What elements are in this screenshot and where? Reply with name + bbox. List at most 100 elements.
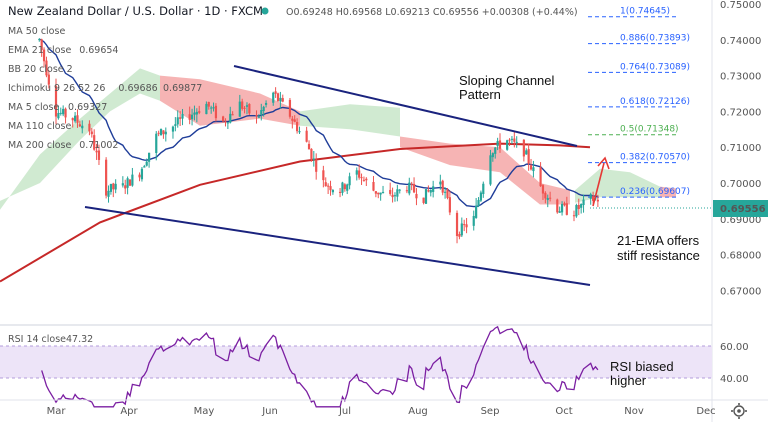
last-price-label: 0.69556 (720, 204, 766, 215)
candle-body (558, 211, 561, 213)
candle-body (393, 195, 397, 197)
price-tick-label: 0.68000 (720, 251, 761, 262)
candle-body (105, 159, 108, 196)
candle-body (556, 199, 559, 213)
candle-body (260, 110, 263, 115)
candle-body (164, 131, 167, 135)
rsi-pane: RSI 14 close 47.32 60.00 40.00 RSI biase… (0, 325, 749, 408)
rsi-tick-40: 40.00 (720, 374, 749, 385)
candle-body (95, 150, 98, 153)
candle-body (322, 170, 325, 181)
ohlc-readout: O0.69248 H0.69568 L0.69213 C0.69556 +0.0… (286, 7, 578, 18)
candle-body (365, 178, 368, 181)
time-axis[interactable]: Mar Apr May Jun Jul Aug Sep Oct Nov Dec (0, 399, 768, 417)
candle-body (460, 223, 463, 236)
price-tick-label: 0.71000 (720, 143, 761, 154)
candle-body (315, 159, 318, 172)
candle-body (577, 204, 580, 210)
rsi-line (41, 325, 599, 408)
candle-body (42, 49, 46, 62)
candle-body (288, 99, 292, 117)
candle-body (572, 215, 576, 217)
month-label: Aug (408, 406, 428, 417)
candle-body (59, 112, 62, 114)
candle-body (358, 170, 361, 178)
fib-label: 0.886(0.73893) (620, 34, 690, 44)
candle-body (264, 102, 268, 105)
indicator-label: MA 200 close (8, 140, 71, 151)
indicator-label: Ichimoku 9 26 52 26 (8, 83, 105, 94)
candle-body (506, 140, 509, 150)
candle-body (389, 189, 392, 194)
month-label: Jun (261, 406, 278, 417)
candle-body (162, 130, 165, 135)
last-price-badge (713, 200, 768, 217)
candle-body (580, 204, 583, 208)
candle-body (310, 148, 313, 160)
candle-body (596, 199, 599, 202)
candle-body (582, 199, 585, 206)
fib-label: 0.618(0.72126) (620, 97, 690, 107)
candle-body (432, 186, 435, 192)
candle-body (560, 203, 564, 213)
candle-body (355, 170, 358, 175)
candle-body (379, 192, 382, 195)
candle-body (324, 182, 327, 187)
ma200-line (0, 142, 591, 283)
indicator-label: BB 20 close 2 (8, 64, 73, 75)
candle-body (539, 167, 542, 187)
candle-body (281, 98, 284, 102)
rsi-annotation-line2: higher (610, 373, 647, 388)
candle-body (463, 224, 466, 226)
candle-body (205, 103, 208, 115)
indicator-value: 0.71002 (79, 140, 118, 151)
price-axis[interactable]: 0.75000 0.74000 0.73000 0.72000 0.71000 0.700… (711, 0, 761, 422)
candle-body (343, 184, 346, 190)
month-label: Nov (624, 406, 644, 417)
candle-body (398, 189, 401, 191)
candle-body (348, 176, 351, 186)
cloud-band (400, 136, 570, 205)
candle-body (475, 205, 478, 218)
candle-body (229, 113, 232, 123)
candle-body (515, 141, 518, 143)
candle-body (563, 203, 566, 206)
cloud-band (660, 186, 676, 198)
candle-body (396, 189, 399, 197)
candle-body (224, 121, 227, 123)
rsi-band (0, 346, 712, 378)
candle-body (465, 224, 468, 228)
month-label: Jul (338, 406, 351, 417)
fib-label: 0.764(0.73089) (620, 62, 690, 72)
candle-body (198, 111, 201, 113)
candle-body (181, 113, 184, 119)
candle-body (238, 101, 241, 117)
candle-body (145, 161, 148, 166)
candle-body (377, 192, 380, 195)
candle-body (489, 155, 492, 185)
candle-body (405, 190, 409, 192)
candle-body (124, 185, 127, 189)
candle-body (176, 117, 179, 125)
candle-body (73, 115, 77, 122)
candle-body (496, 140, 499, 147)
upward-arrow-icon (592, 162, 605, 207)
candle-body (155, 133, 158, 153)
candle-body (293, 119, 296, 122)
candle-body (443, 191, 447, 193)
candle-body (532, 167, 535, 172)
candle-body (171, 126, 175, 132)
candle-body (40, 39, 43, 50)
candle-body (427, 190, 430, 192)
candle-body (448, 197, 451, 213)
candle-body (541, 185, 545, 194)
indicator-label: EMA 21 close (8, 45, 71, 56)
price-tick-label: 0.69000 (720, 215, 761, 226)
settings-gear-icon[interactable] (731, 403, 747, 419)
candle-body (527, 149, 530, 164)
candle-body (272, 92, 275, 103)
candle-body (109, 183, 113, 192)
candle-body (477, 200, 480, 206)
candle-body (57, 113, 60, 119)
